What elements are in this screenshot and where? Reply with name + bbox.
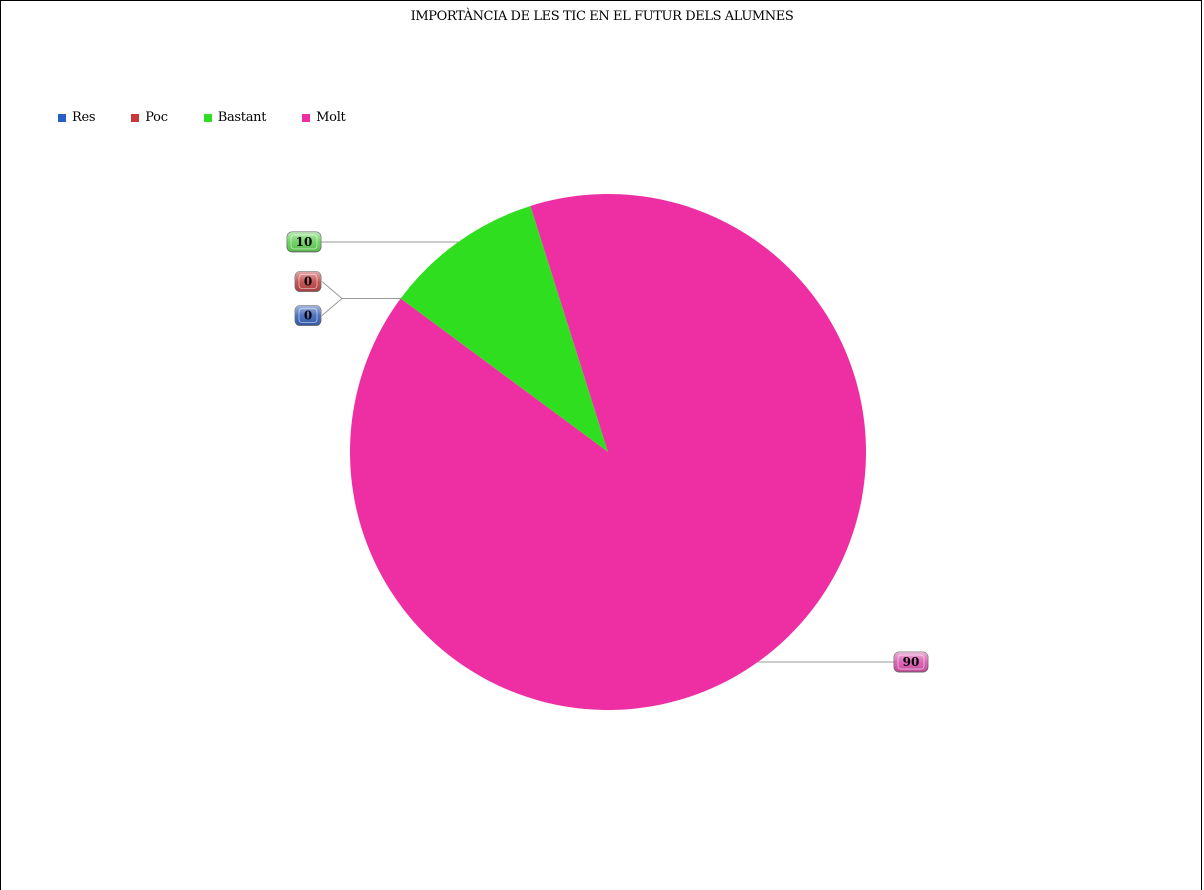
data-label-poc: 0 [294,271,322,292]
data-label-molt: 90 [893,651,929,673]
legend-label-bastant: Bastant [217,110,267,125]
legend-swatch-bastant [203,113,212,122]
leader-line-res [321,298,401,316]
pie-slice-molt [349,194,866,711]
legend-swatch-molt [302,113,311,122]
data-label-text-res: 0 [304,309,312,323]
data-label-text-bastant: 10 [296,235,313,249]
legend-swatch-res [58,113,66,122]
legend-item-bastant: Bastant [203,110,267,125]
chart-title: IMPORTÀNCIA DE LES TIC EN EL FUTUR DELS … [410,9,794,24]
leader-line-poc [321,281,401,300]
legend-label-res: Res [72,110,96,125]
data-label-text-poc: 0 [304,275,312,289]
legend-label-molt: Molt [316,110,346,125]
legend-item-poc: Poc [131,110,168,125]
data-label-bastant: 10 [286,231,322,253]
legend-label-poc: Poc [145,110,168,125]
legend-swatch-poc [131,113,140,122]
legend: Res Poc Bastant Molt [58,110,381,125]
data-label-text-molt: 90 [903,655,920,669]
pie-slice-bastant [400,205,608,452]
legend-item-molt: Molt [302,110,346,125]
legend-item-res: Res [58,110,96,125]
data-label-res: 0 [294,305,322,326]
